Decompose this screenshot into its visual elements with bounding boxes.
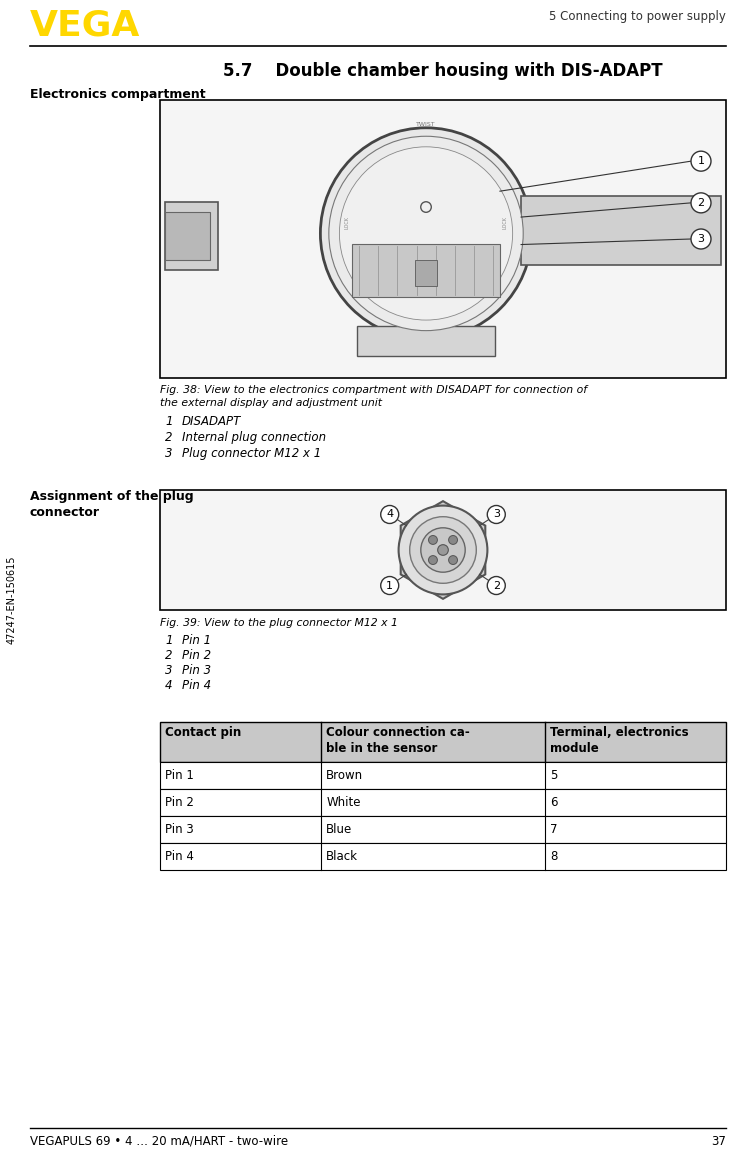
Circle shape (321, 127, 531, 339)
Text: Plug connector M12 x 1: Plug connector M12 x 1 (182, 447, 321, 460)
Text: 2: 2 (698, 198, 705, 208)
Text: 4: 4 (165, 679, 172, 692)
Text: 1: 1 (165, 415, 172, 428)
Text: Pin 2: Pin 2 (165, 796, 194, 809)
Text: 2: 2 (165, 649, 172, 662)
Circle shape (429, 536, 438, 545)
Bar (416, 260, 436, 286)
Text: Pin 1: Pin 1 (182, 634, 211, 647)
Bar (165, 201, 218, 271)
Text: 1: 1 (698, 156, 705, 167)
Text: White: White (327, 796, 361, 809)
Text: Colour connection ca-
ble in the sensor: Colour connection ca- ble in the sensor (327, 725, 470, 756)
Text: 37: 37 (711, 1135, 726, 1148)
Text: the external display and adjustment unit: the external display and adjustment unit (160, 398, 382, 408)
Text: 2: 2 (493, 581, 500, 590)
Bar (358, 326, 494, 356)
Text: 4: 4 (386, 509, 393, 519)
Text: 5: 5 (550, 769, 557, 782)
Circle shape (438, 545, 448, 555)
Bar (160, 100, 726, 378)
Bar (160, 789, 726, 816)
Text: Electronics compartment: Electronics compartment (30, 88, 206, 101)
Text: Assignment of the plug
connector: Assignment of the plug connector (30, 491, 194, 519)
Circle shape (691, 229, 711, 249)
Text: 3: 3 (493, 509, 500, 519)
Text: Black: Black (327, 850, 358, 863)
Bar (160, 491, 726, 610)
Text: 7: 7 (550, 823, 557, 837)
Text: 1: 1 (386, 581, 393, 590)
Bar (160, 722, 726, 762)
Text: Brown: Brown (327, 769, 364, 782)
Bar (160, 843, 726, 870)
Text: TWIST: TWIST (417, 123, 435, 127)
Text: 5.7    Double chamber housing with DIS-ADAPT: 5.7 Double chamber housing with DIS-ADAP… (223, 62, 663, 80)
Text: Pin 3: Pin 3 (182, 664, 211, 677)
Text: 1: 1 (165, 634, 172, 647)
Circle shape (381, 576, 398, 595)
Bar (521, 197, 721, 265)
Circle shape (448, 555, 457, 565)
Circle shape (448, 536, 457, 545)
Circle shape (429, 555, 438, 565)
Text: Fig. 38: View to the electronics compartment with DISADAPT for connection of: Fig. 38: View to the electronics compart… (160, 385, 587, 395)
Circle shape (488, 506, 505, 523)
Circle shape (398, 506, 488, 595)
Circle shape (329, 137, 523, 331)
Text: VEGAPULS 69 • 4 … 20 mA/HART - two-wire: VEGAPULS 69 • 4 … 20 mA/HART - two-wire (30, 1135, 288, 1148)
Text: 5 Connecting to power supply: 5 Connecting to power supply (549, 10, 726, 23)
Text: Fig. 39: View to the plug connector M12 x 1: Fig. 39: View to the plug connector M12 … (160, 618, 398, 628)
Text: 3: 3 (698, 234, 705, 244)
Circle shape (410, 517, 476, 583)
Text: Blue: Blue (327, 823, 352, 837)
Text: 3: 3 (165, 664, 172, 677)
Text: 8: 8 (550, 850, 557, 863)
Bar (352, 244, 500, 297)
Text: 47247-EN-150615: 47247-EN-150615 (7, 555, 17, 644)
Circle shape (691, 152, 711, 171)
Text: Pin 4: Pin 4 (182, 679, 211, 692)
Text: 2: 2 (165, 432, 172, 444)
Circle shape (691, 193, 711, 213)
Text: LOCK: LOCK (503, 216, 508, 229)
Text: Pin 2: Pin 2 (182, 649, 211, 662)
Text: VEGA: VEGA (30, 8, 141, 42)
Polygon shape (401, 501, 485, 599)
Circle shape (488, 576, 505, 595)
Text: LOCK: LOCK (344, 216, 349, 229)
Text: 3: 3 (165, 447, 172, 460)
Text: 6: 6 (550, 796, 557, 809)
Bar (165, 212, 210, 260)
Text: Pin 3: Pin 3 (165, 823, 194, 837)
Bar (160, 762, 726, 789)
Text: Contact pin: Contact pin (165, 725, 241, 739)
Circle shape (339, 147, 513, 320)
Text: Pin 1: Pin 1 (165, 769, 194, 782)
Circle shape (381, 506, 398, 523)
Text: Pin 4: Pin 4 (165, 850, 194, 863)
Text: Terminal, electronics
module: Terminal, electronics module (550, 725, 689, 756)
Text: Internal plug connection: Internal plug connection (182, 432, 326, 444)
Text: DISADAPT: DISADAPT (182, 415, 241, 428)
Circle shape (421, 528, 465, 573)
Bar (160, 816, 726, 843)
